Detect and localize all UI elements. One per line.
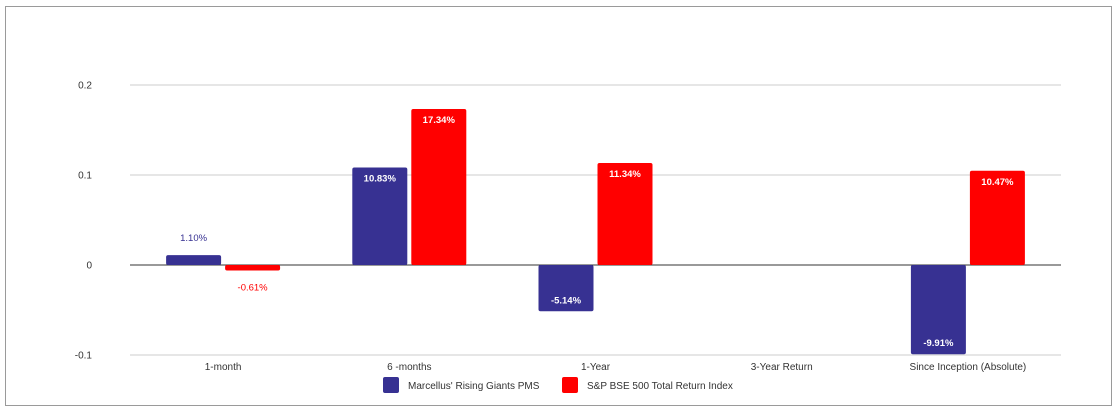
legend-label[interactable]: Marcellus' Rising Giants PMS bbox=[408, 381, 540, 392]
bar bbox=[352, 167, 408, 265]
data-label: -5.14% bbox=[551, 295, 582, 306]
legend-label[interactable]: S&P BSE 500 Total Return Index bbox=[587, 381, 733, 392]
x-tick-label: 6 -months bbox=[387, 362, 431, 373]
data-label: -0.61% bbox=[238, 282, 269, 293]
data-label: 10.83% bbox=[364, 174, 397, 185]
data-label: 11.34% bbox=[609, 169, 641, 180]
x-tick-label: 1-Year bbox=[581, 362, 611, 373]
legend-swatch[interactable] bbox=[562, 377, 578, 393]
data-label: 1.10% bbox=[180, 233, 207, 244]
bar bbox=[538, 265, 594, 312]
y-tick-label: 0 bbox=[86, 261, 92, 272]
y-tick-label: -0.1 bbox=[75, 351, 93, 362]
bar bbox=[225, 265, 281, 271]
data-label: 10.47% bbox=[981, 177, 1014, 188]
bar bbox=[166, 255, 222, 265]
bar bbox=[910, 265, 966, 355]
y-tick-label: 0.1 bbox=[78, 171, 92, 182]
data-label: -9.91% bbox=[923, 338, 954, 349]
x-tick-label: Since Inception (Absolute) bbox=[910, 362, 1027, 373]
bar bbox=[597, 162, 653, 265]
bar bbox=[411, 108, 467, 265]
bar bbox=[969, 170, 1025, 265]
x-tick-label: 3-Year Return bbox=[751, 362, 813, 373]
x-tick-label: 1-month bbox=[205, 362, 242, 373]
legend-swatch[interactable] bbox=[383, 377, 399, 393]
data-label: 17.34% bbox=[423, 115, 456, 126]
y-tick-label: 0.2 bbox=[78, 81, 92, 92]
